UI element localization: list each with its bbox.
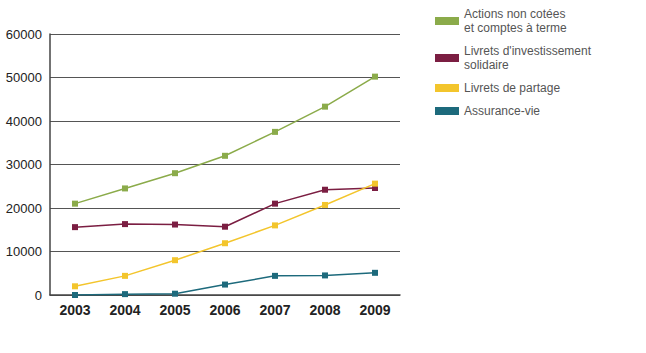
svg-text:10000: 10000 [6, 244, 42, 259]
svg-text:2007: 2007 [259, 302, 290, 318]
svg-text:40000: 40000 [6, 114, 42, 129]
svg-text:20000: 20000 [6, 201, 42, 216]
svg-text:Actions non cotées: Actions non cotées [464, 7, 565, 21]
svg-text:2004: 2004 [109, 302, 140, 318]
svg-text:solidaire: solidaire [464, 58, 509, 72]
svg-text:et comptes à terme: et comptes à terme [464, 21, 567, 35]
svg-text:2005: 2005 [159, 302, 190, 318]
svg-text:0: 0 [35, 288, 42, 303]
svg-text:2008: 2008 [309, 302, 340, 318]
svg-text:2009: 2009 [359, 302, 390, 318]
svg-text:Livrets de partage: Livrets de partage [464, 81, 560, 95]
svg-text:50000: 50000 [6, 70, 42, 85]
svg-text:2006: 2006 [209, 302, 240, 318]
svg-text:2003: 2003 [59, 302, 90, 318]
svg-text:60000: 60000 [6, 27, 42, 42]
svg-text:30000: 30000 [6, 157, 42, 172]
svg-text:Livrets d'investissement: Livrets d'investissement [464, 44, 592, 58]
svg-text:Assurance-vie: Assurance-vie [464, 104, 540, 118]
